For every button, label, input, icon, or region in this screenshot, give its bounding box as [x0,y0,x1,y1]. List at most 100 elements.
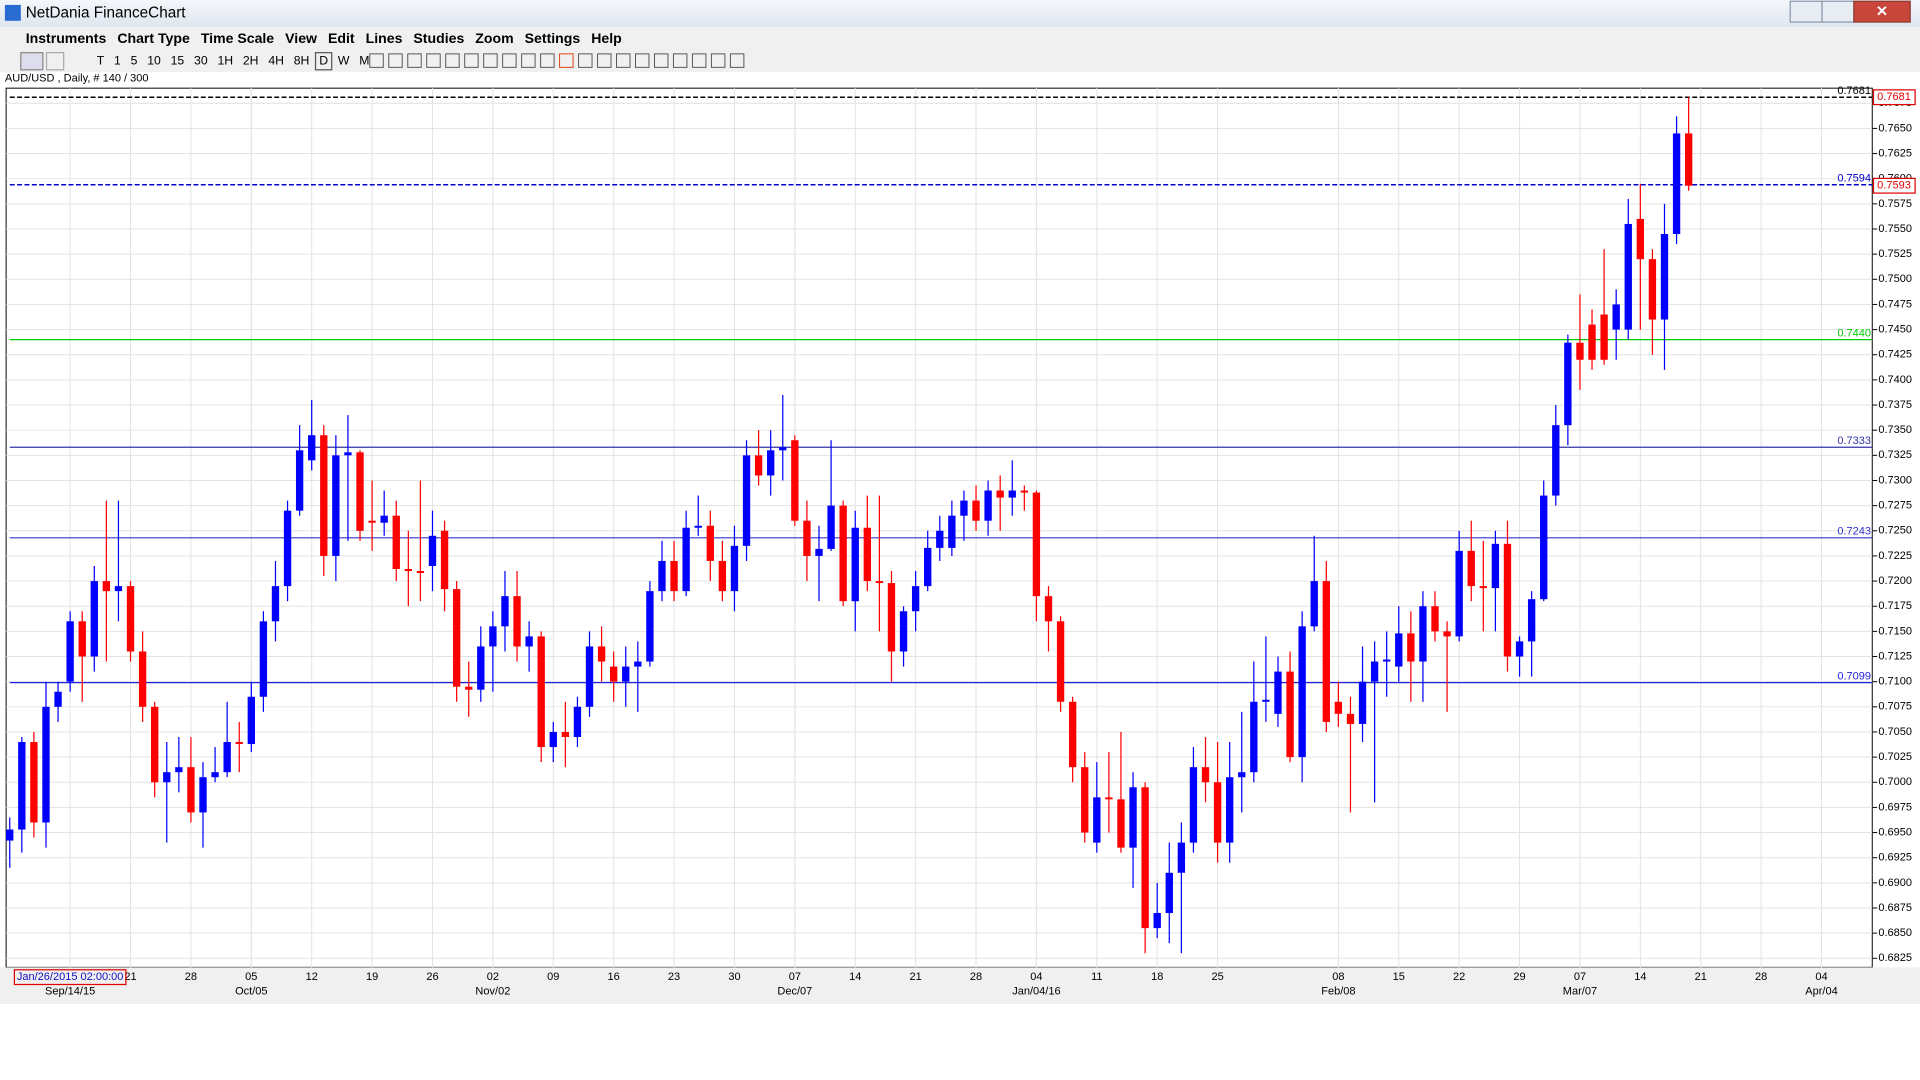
y-tick-label: 0.7375 [1878,399,1912,411]
tool-icon[interactable] [445,53,460,68]
candle-body [875,581,884,584]
candle-body [911,586,920,612]
tool-icon[interactable] [369,53,384,68]
candle-body [1479,586,1487,589]
level-label: 0.7681 [1837,85,1871,97]
menu-item[interactable]: Edit [328,30,355,46]
tool-icon[interactable] [407,53,422,68]
candle-body [561,731,570,737]
candle-body [767,450,775,476]
candle-body [295,450,304,511]
tool-icon[interactable] [502,53,517,68]
timescale-button[interactable]: 1H [217,53,233,67]
candle-body [1552,425,1560,496]
tool-icon[interactable] [672,53,688,68]
tool-icon[interactable] [616,53,631,68]
tool-icon[interactable] [691,53,707,68]
menu-item[interactable]: Zoom [475,30,513,46]
close-button[interactable] [1853,0,1911,23]
candle-body [1660,234,1669,320]
menu-item[interactable]: View [285,30,317,46]
candle-body [996,490,1004,498]
candle-body [1564,342,1572,426]
x-tick-label: 16 [608,971,620,983]
timescale-button[interactable]: 30 [194,53,208,67]
x-tick-label: 11 [1091,971,1102,983]
candle-body [513,596,521,647]
candle-body [597,646,606,662]
candle-body [151,706,159,783]
candle-body [622,666,630,682]
tool-icon[interactable] [597,53,612,68]
tool-icon[interactable] [426,53,441,68]
y-tick-label: 0.7650 [1878,122,1912,134]
tool-icon[interactable] [483,53,498,68]
timescale-button[interactable]: 10 [147,53,161,67]
selected-frame [314,52,333,71]
y-tick-label: 0.6950 [1878,826,1912,838]
month-label: Oct/05 [235,986,267,998]
timescale-button[interactable]: 8H [294,53,310,67]
candle-body [1612,304,1620,330]
menu-item[interactable]: Settings [525,30,581,46]
x-tick-label: 18 [1151,971,1163,983]
window-title: NetDania FinanceChart [26,5,187,22]
menu-item[interactable]: Help [591,30,622,46]
tool-icon[interactable] [521,53,536,68]
y-tick-label: 0.7250 [1878,525,1912,537]
candle-body [984,490,992,521]
tool-icon[interactable] [578,53,593,68]
y-tick-label: 0.7625 [1878,147,1912,159]
tool-icon[interactable] [540,53,555,68]
minimize-button[interactable] [1789,0,1823,23]
menu-item[interactable]: Studies [413,30,464,46]
timescale-button[interactable]: M [359,53,369,67]
y-tick-label: 0.6825 [1878,952,1912,964]
candle-body [1238,772,1246,778]
candle-body [1491,543,1500,589]
tool-icon[interactable] [729,53,745,68]
candle-body [1310,581,1318,627]
menu-item[interactable]: Time Scale [201,30,274,46]
tool-icon[interactable] [388,53,403,68]
candle-body [175,767,183,773]
y-tick-label: 0.7100 [1878,676,1912,688]
candle-body [899,611,908,652]
menu-bar [0,26,1920,49]
menu-item[interactable]: Instruments [26,30,107,46]
candle-body [1672,133,1681,235]
menu-item[interactable]: Lines [366,30,403,46]
candle-body [851,527,859,602]
candle-body [1044,596,1053,622]
y-tick-label: 0.7000 [1878,776,1912,788]
timescale-button[interactable]: T [97,53,105,67]
x-tick-label: 09 [547,971,559,983]
timescale-button[interactable]: D [319,53,328,67]
tool-icon[interactable] [464,53,479,68]
tool-icon[interactable] [559,53,574,68]
timescale-button[interactable]: 5 [131,53,138,67]
menu-item[interactable]: Chart Type [117,30,190,46]
timescale-button[interactable]: 2H [243,53,259,67]
tool-button[interactable] [20,52,44,71]
tool-button[interactable] [45,52,65,71]
timescale-button[interactable]: 1 [114,53,121,67]
maximize-button[interactable] [1821,0,1855,23]
candle-body [1648,259,1657,320]
y-tick-label: 0.7550 [1878,223,1912,235]
y-tick-label: 0.6850 [1878,927,1912,939]
y-tick-label: 0.7325 [1878,449,1912,461]
candle-body [138,651,147,707]
x-tick-label: 14 [849,971,861,983]
tool-icon[interactable] [710,53,726,68]
tool-icon[interactable] [654,53,669,68]
tool-icon[interactable] [635,53,650,68]
timescale-button[interactable]: W [338,53,350,67]
timescale-button[interactable]: 15 [171,53,185,67]
candle-body [1274,671,1282,714]
timescale-button[interactable]: 4H [268,53,284,67]
candle-body [42,706,50,823]
x-tick-label: 02 [487,971,499,983]
x-tick-label: 04 [1030,971,1042,983]
x-tick-label: 21 [1695,971,1707,983]
